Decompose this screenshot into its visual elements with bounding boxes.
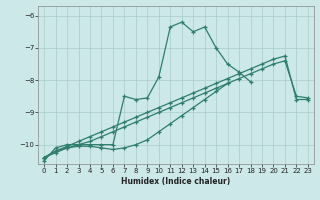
X-axis label: Humidex (Indice chaleur): Humidex (Indice chaleur) (121, 177, 231, 186)
